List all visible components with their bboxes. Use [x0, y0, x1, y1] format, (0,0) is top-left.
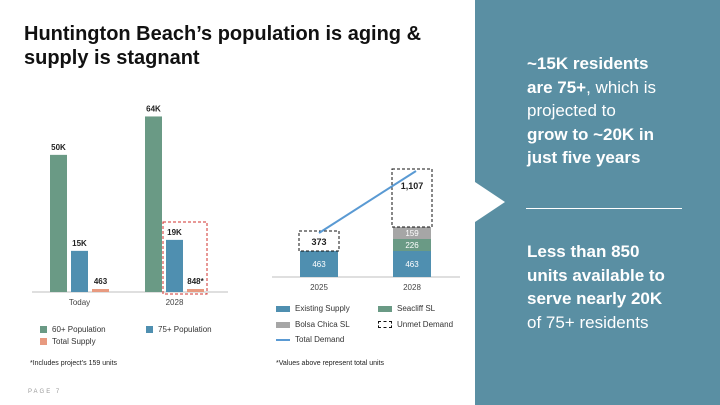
legend-label: Unmet Demand	[397, 320, 454, 329]
legend-label: Seacliff SL	[397, 304, 436, 313]
legend-swatch-existing	[276, 305, 290, 312]
bar-existing-supply-2028	[393, 251, 431, 277]
summary-panel	[475, 0, 720, 405]
summary-text-2: Less than 850 units available to serve n…	[527, 240, 707, 334]
total-demand-line	[318, 170, 417, 234]
legend-swatch-unmet	[378, 321, 392, 328]
legend-unmet-demand: Unmet Demand	[378, 320, 453, 329]
page-title: Huntington Beach’s population is aging &…	[24, 22, 464, 70]
highlight-box	[162, 221, 208, 295]
summary-text: projected to	[527, 101, 616, 120]
legend-seacliff: Seacliff SL	[378, 304, 435, 313]
bar-75-population-today	[71, 250, 88, 292]
segment-value-label: 159	[405, 229, 419, 238]
legend-swatch-blue	[146, 326, 153, 333]
panel-arrow	[475, 182, 505, 222]
legend-swatch-line	[276, 338, 290, 341]
legend-label: Bolsa Chica SL	[295, 320, 350, 329]
segment-value-label: 226	[405, 241, 419, 250]
chart2-footnote: *Values above represent total units	[276, 360, 385, 367]
legend-swatch-green	[40, 326, 47, 333]
summary-bold: are 75+	[527, 77, 587, 97]
bar-total-supply-2028	[187, 289, 204, 292]
bar-75-population-2028	[166, 239, 183, 292]
category-label: 2028	[403, 283, 421, 292]
legend-label: 75+ Population	[158, 325, 212, 334]
category-label: Today	[69, 298, 90, 307]
bar-60-population-today	[50, 154, 67, 292]
legend-total-demand: Total Demand	[276, 335, 344, 344]
chart1-footnote: *Includes project’s 159 units	[30, 360, 118, 367]
bar-value-label: 15K	[72, 239, 87, 248]
unmet-demand-label: 373	[311, 237, 326, 247]
panel-divider	[526, 208, 682, 209]
bar-existing-supply-2025	[300, 251, 338, 277]
population-chart: 50K 15K 463 Today 64K 19K 848* 2028 463 373 2025 4…	[32, 104, 460, 307]
legend-existing-supply: Existing Supply	[276, 304, 350, 313]
legend-bolsa-chica: Bolsa Chica SL	[276, 320, 350, 329]
legend-60plus: 60+ Population	[40, 325, 106, 334]
legend-swatch-orange	[40, 338, 47, 345]
bar-unmet-demand-2028	[391, 168, 433, 228]
legend-label: Total Demand	[295, 335, 345, 344]
legend-75plus: 75+ Population	[146, 325, 212, 334]
bar-total-supply-today	[92, 289, 109, 292]
bar-60-population-2028	[145, 116, 162, 292]
title-line1: Huntington Beach’s population is aging &	[24, 23, 422, 45]
summary-bold: Less than 850	[527, 242, 640, 261]
segment-value-label: 463	[312, 260, 326, 269]
category-label: 2025	[310, 283, 328, 292]
bar-value-label: 848*	[187, 277, 204, 286]
summary-text-1: ~15K residents are 75+, which is project…	[527, 52, 707, 170]
legend-label: Existing Supply	[295, 304, 350, 313]
legend-total-supply: Total Supply	[40, 337, 96, 346]
bar-seacliff-sl-2028	[393, 239, 431, 251]
bar-bolsa-chica-sl-2028	[393, 227, 431, 239]
title-line2: supply is stagnant	[24, 47, 200, 69]
unmet-demand-label: 1,107	[401, 181, 424, 191]
segment-value-label: 463	[405, 260, 419, 269]
legend-swatch-bolsa	[276, 321, 290, 328]
category-label: 2028	[166, 298, 184, 307]
summary-bold: just five years	[527, 148, 641, 167]
bar-unmet-demand-2025	[298, 230, 340, 252]
page-number: PAGE 7	[28, 389, 62, 395]
bar-value-label: 19K	[167, 228, 182, 237]
legend-label: Total Supply	[52, 337, 96, 346]
legend-label: 60+ Population	[52, 325, 106, 334]
summary-bold: grow to ~20K in	[527, 124, 655, 144]
summary-bold: ~15K residents	[527, 54, 649, 73]
summary-text: , which is	[586, 77, 657, 97]
bar-value-label: 64K	[146, 104, 161, 113]
summary-bold: serve nearly 20K	[527, 289, 663, 308]
bar-value-label: 50K	[51, 143, 66, 152]
summary-text: of 75+ residents	[527, 312, 649, 332]
bar-value-label: 463	[94, 277, 108, 286]
legend-swatch-seacliff	[378, 305, 392, 312]
summary-bold: units available to	[527, 265, 665, 285]
